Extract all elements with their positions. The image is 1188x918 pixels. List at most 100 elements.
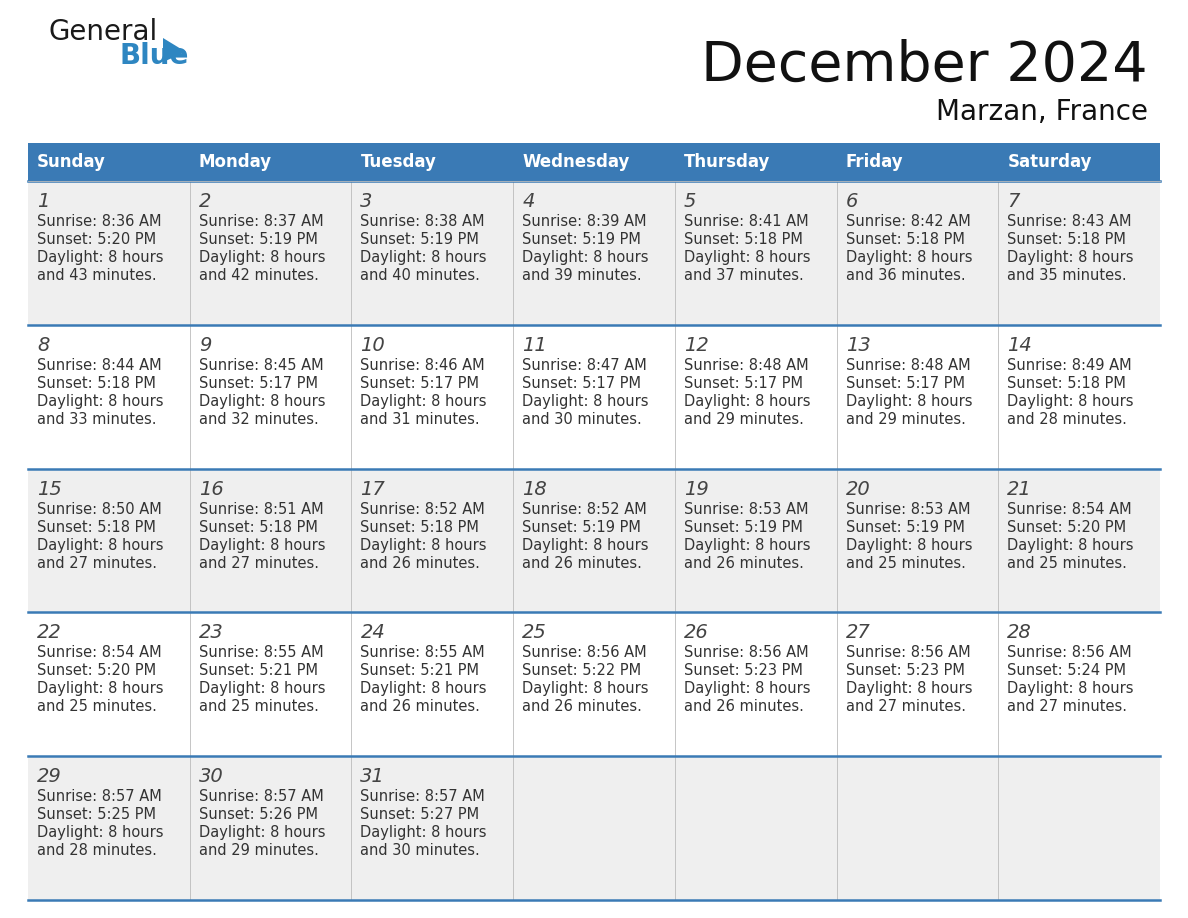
Text: Daylight: 8 hours: Daylight: 8 hours [37,538,164,553]
Bar [29,325,1159,468]
Text: Friday: Friday [846,153,903,171]
Text: 10: 10 [360,336,385,354]
Text: and 37 minutes.: and 37 minutes. [684,268,803,283]
Text: 30: 30 [198,767,223,786]
Text: 6: 6 [846,192,858,211]
Text: Sunrise: 8:56 AM: Sunrise: 8:56 AM [846,645,971,660]
Text: Sunrise: 8:48 AM: Sunrise: 8:48 AM [684,358,809,373]
Text: and 27 minutes.: and 27 minutes. [1007,700,1127,714]
Text: 11: 11 [523,336,546,354]
Text: Sunset: 5:17 PM: Sunset: 5:17 PM [684,375,803,391]
Text: Daylight: 8 hours: Daylight: 8 hours [523,681,649,697]
Text: Sunset: 5:19 PM: Sunset: 5:19 PM [360,232,479,247]
Text: Sunrise: 8:51 AM: Sunrise: 8:51 AM [198,501,323,517]
Text: Thursday: Thursday [684,153,770,171]
Text: 29: 29 [37,767,62,786]
Bar [29,181,1159,325]
Text: Sunset: 5:19 PM: Sunset: 5:19 PM [684,520,803,534]
Text: Saturday: Saturday [1007,153,1092,171]
Text: Monday: Monday [198,153,272,171]
Text: Sunrise: 8:57 AM: Sunrise: 8:57 AM [37,789,162,804]
Text: and 39 minutes.: and 39 minutes. [523,268,642,283]
Polygon shape [163,38,187,62]
Text: 24: 24 [360,623,385,643]
Text: 12: 12 [684,336,708,354]
Text: Sunset: 5:17 PM: Sunset: 5:17 PM [360,375,480,391]
Text: and 29 minutes.: and 29 minutes. [846,412,966,427]
Text: Sunset: 5:19 PM: Sunset: 5:19 PM [846,520,965,534]
Text: and 30 minutes.: and 30 minutes. [523,412,642,427]
Text: and 27 minutes.: and 27 minutes. [846,700,966,714]
Text: and 43 minutes.: and 43 minutes. [37,268,157,283]
Text: and 31 minutes.: and 31 minutes. [360,412,480,427]
Text: 28: 28 [1007,623,1032,643]
Text: Sunrise: 8:52 AM: Sunrise: 8:52 AM [360,501,485,517]
Text: Sunrise: 8:53 AM: Sunrise: 8:53 AM [684,501,808,517]
Text: Daylight: 8 hours: Daylight: 8 hours [523,538,649,553]
Text: Sunrise: 8:53 AM: Sunrise: 8:53 AM [846,501,971,517]
Text: and 30 minutes.: and 30 minutes. [360,844,480,858]
Text: Sunrise: 8:54 AM: Sunrise: 8:54 AM [37,645,162,660]
Text: and 32 minutes.: and 32 minutes. [198,412,318,427]
Text: Sunday: Sunday [37,153,106,171]
Text: and 25 minutes.: and 25 minutes. [846,555,966,571]
Text: Daylight: 8 hours: Daylight: 8 hours [198,825,326,840]
Text: and 26 minutes.: and 26 minutes. [360,555,480,571]
Text: and 28 minutes.: and 28 minutes. [37,844,157,858]
Text: Daylight: 8 hours: Daylight: 8 hours [684,394,810,409]
Text: and 27 minutes.: and 27 minutes. [37,555,157,571]
Text: 9: 9 [198,336,211,354]
Text: Daylight: 8 hours: Daylight: 8 hours [360,825,487,840]
Bar [29,143,1159,181]
Text: and 36 minutes.: and 36 minutes. [846,268,965,283]
Text: Sunset: 5:22 PM: Sunset: 5:22 PM [523,664,642,678]
Text: Sunrise: 8:48 AM: Sunrise: 8:48 AM [846,358,971,373]
Text: Daylight: 8 hours: Daylight: 8 hours [360,681,487,697]
Text: Sunset: 5:17 PM: Sunset: 5:17 PM [523,375,642,391]
Text: Sunset: 5:20 PM: Sunset: 5:20 PM [37,664,156,678]
Text: Sunrise: 8:56 AM: Sunrise: 8:56 AM [523,645,646,660]
Text: Sunrise: 8:52 AM: Sunrise: 8:52 AM [523,501,647,517]
Text: Daylight: 8 hours: Daylight: 8 hours [37,825,164,840]
Text: Marzan, France: Marzan, France [936,98,1148,126]
Text: 13: 13 [846,336,871,354]
Text: Sunrise: 8:55 AM: Sunrise: 8:55 AM [360,645,485,660]
Text: Daylight: 8 hours: Daylight: 8 hours [360,394,487,409]
Text: Sunrise: 8:45 AM: Sunrise: 8:45 AM [198,358,323,373]
Text: Sunrise: 8:44 AM: Sunrise: 8:44 AM [37,358,162,373]
Text: Sunrise: 8:57 AM: Sunrise: 8:57 AM [198,789,323,804]
Text: and 25 minutes.: and 25 minutes. [1007,555,1127,571]
Text: Daylight: 8 hours: Daylight: 8 hours [846,538,972,553]
Text: and 40 minutes.: and 40 minutes. [360,268,480,283]
Text: Blue: Blue [120,42,189,70]
Text: Daylight: 8 hours: Daylight: 8 hours [198,394,326,409]
Text: Daylight: 8 hours: Daylight: 8 hours [684,250,810,265]
Text: Sunset: 5:25 PM: Sunset: 5:25 PM [37,807,156,823]
Text: and 26 minutes.: and 26 minutes. [360,700,480,714]
Text: Daylight: 8 hours: Daylight: 8 hours [846,681,972,697]
Text: 31: 31 [360,767,385,786]
Text: 7: 7 [1007,192,1019,211]
Text: 25: 25 [523,623,546,643]
Text: Sunrise: 8:41 AM: Sunrise: 8:41 AM [684,214,809,229]
Text: and 29 minutes.: and 29 minutes. [198,844,318,858]
Text: Daylight: 8 hours: Daylight: 8 hours [1007,250,1133,265]
Text: Daylight: 8 hours: Daylight: 8 hours [846,250,972,265]
Text: Daylight: 8 hours: Daylight: 8 hours [360,538,487,553]
Text: and 26 minutes.: and 26 minutes. [684,700,804,714]
Text: Sunrise: 8:47 AM: Sunrise: 8:47 AM [523,358,647,373]
Text: Sunset: 5:21 PM: Sunset: 5:21 PM [198,664,317,678]
Text: and 26 minutes.: and 26 minutes. [523,555,642,571]
Text: Sunset: 5:18 PM: Sunset: 5:18 PM [684,232,803,247]
Text: Daylight: 8 hours: Daylight: 8 hours [37,250,164,265]
Text: 16: 16 [198,479,223,498]
Text: Daylight: 8 hours: Daylight: 8 hours [1007,538,1133,553]
Text: Sunset: 5:18 PM: Sunset: 5:18 PM [846,232,965,247]
Text: Sunset: 5:18 PM: Sunset: 5:18 PM [1007,375,1126,391]
Text: Sunrise: 8:56 AM: Sunrise: 8:56 AM [684,645,809,660]
Text: Sunset: 5:24 PM: Sunset: 5:24 PM [1007,664,1126,678]
Text: Wednesday: Wednesday [523,153,630,171]
Text: Daylight: 8 hours: Daylight: 8 hours [198,250,326,265]
Text: December 2024: December 2024 [701,39,1148,93]
Text: 17: 17 [360,479,385,498]
